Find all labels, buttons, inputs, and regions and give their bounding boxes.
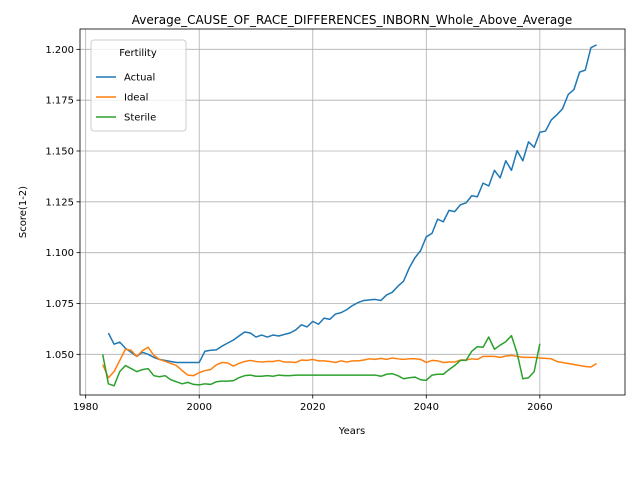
x-tick-label: 2040 [414,402,439,413]
chart-title: Average_CAUSE_OF_RACE_DIFFERENCES_INBORN… [132,13,572,27]
legend-title: Fertility [119,48,157,59]
legend-label-sterile: Sterile [124,113,156,124]
y-tick-label: 1.125 [45,197,74,208]
axes [79,28,626,396]
axes-frame [79,28,626,396]
x-tick-label: 2060 [527,402,552,413]
x-axis-label: Years [338,426,365,437]
ticks: 1980 2000 2020 2040 2060 1.050 1.075 1.100 1.125… [45,45,552,413]
series-lines [101,44,598,387]
legend-label-ideal: Ideal [124,93,148,104]
series-line-ideal [102,346,598,379]
y-tick-label: 1.150 [45,147,74,158]
y-tick-label: 1.075 [45,299,74,310]
y-tick-label: 1.100 [45,248,74,259]
x-tick-label: 2020 [300,402,325,413]
y-tick-label: 1.175 [45,96,74,107]
y-axis-label: Score(1-2) [18,186,29,238]
series-line-sterile [101,334,541,387]
x-tick-label: 1980 [73,402,98,413]
legend-box [90,39,187,132]
grid [80,29,625,395]
y-tick-label: 1.200 [45,45,74,56]
y-tick-label: 1.050 [45,350,74,361]
x-tick-label: 2000 [186,402,211,413]
legend-label-actual: Actual [124,73,155,84]
series-line-actual [107,44,597,364]
legend: Fertility Actual Ideal Sterile [90,39,187,132]
